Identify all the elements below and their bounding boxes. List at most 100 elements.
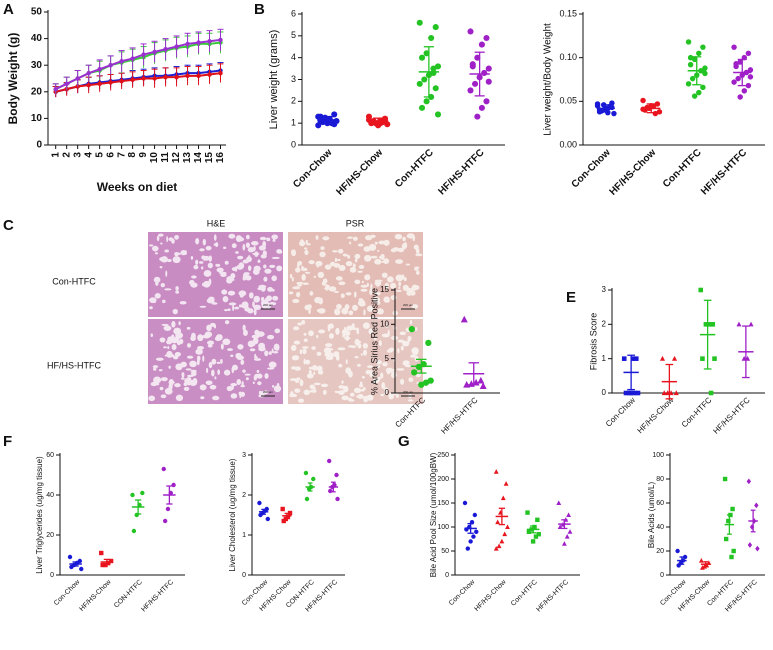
data-point — [495, 519, 501, 525]
tissue-vacuole — [216, 361, 221, 364]
tissue-vacuole — [306, 243, 311, 246]
tissue-vacuole — [300, 267, 308, 272]
tissue-vacuole — [397, 339, 405, 343]
tissue-vacuole — [226, 385, 233, 392]
tissue-vacuole — [314, 296, 322, 304]
tissue-vacuole — [242, 369, 246, 373]
tissue-vacuole — [276, 382, 280, 389]
tissue-vacuole — [245, 377, 249, 381]
tissue-vacuole — [416, 270, 420, 275]
data-point — [140, 490, 145, 496]
data-point — [119, 78, 124, 84]
tissue-vacuole — [336, 258, 341, 261]
data-point — [710, 322, 716, 327]
tissue-vacuole — [175, 290, 180, 294]
tissue-vacuole — [224, 260, 229, 265]
data-point — [687, 61, 694, 68]
tissue-vacuole — [203, 258, 206, 261]
tissue-vacuole — [307, 304, 312, 310]
scale-bar-label: 200 µm — [403, 390, 414, 394]
tissue-vacuole — [301, 274, 306, 281]
data-point — [729, 554, 734, 560]
data-point — [331, 121, 338, 128]
tissue-vacuole — [243, 329, 248, 336]
data-point — [100, 562, 105, 568]
tissue-vacuole — [362, 343, 368, 349]
tissue-vacuole — [158, 369, 163, 372]
tissue-vacuole — [344, 335, 350, 341]
data-point — [130, 492, 135, 498]
tissue-vacuole — [299, 379, 304, 387]
panel-label: C — [3, 217, 14, 234]
data-point — [218, 37, 223, 43]
tissue-vacuole — [353, 291, 357, 298]
tissue-vacuole — [357, 299, 366, 307]
data-point — [731, 44, 737, 50]
tissue-vacuole — [206, 324, 212, 332]
tissue-vacuole — [377, 249, 380, 252]
data-point — [422, 379, 430, 386]
data-point — [304, 496, 310, 502]
data-point — [416, 80, 423, 87]
tissue-vacuole — [341, 380, 344, 384]
tissue-vacuole — [223, 369, 231, 376]
tissue-vacuole — [178, 321, 181, 326]
tissue-vacuole — [276, 265, 283, 272]
x-tick-label: Con-Chow — [53, 578, 82, 607]
tissue-vacuole — [199, 261, 204, 264]
x-tick-label: 3 — [72, 152, 83, 158]
tissue-vacuole — [382, 362, 388, 367]
tissue-vacuole — [213, 243, 216, 246]
data-point — [106, 560, 111, 566]
data-point — [505, 524, 510, 529]
tissue-vacuole — [295, 267, 301, 273]
tissue-vacuole — [396, 368, 405, 371]
tissue-vacuole — [404, 287, 412, 291]
tissue-vacuole — [325, 343, 333, 348]
tissue-vacuole — [236, 378, 242, 386]
data-point — [79, 566, 84, 572]
tissue-vacuole — [335, 327, 340, 335]
x-tick-label: 5 — [94, 152, 105, 158]
tissue-vacuole — [313, 275, 317, 278]
tissue-vacuole — [367, 365, 374, 369]
tissue-vacuole — [159, 265, 163, 269]
tissue-vacuole — [408, 377, 414, 383]
tissue-vacuole — [289, 393, 298, 398]
tissue-vacuole — [240, 391, 246, 397]
tissue-vacuole — [199, 305, 207, 308]
tissue-vacuole — [242, 272, 249, 279]
tissue-vacuole — [414, 355, 419, 362]
data-point — [696, 50, 702, 57]
data-point — [311, 476, 316, 482]
tissue-vacuole — [206, 367, 209, 374]
data-point — [633, 356, 639, 361]
data-point — [218, 70, 223, 76]
tissue-vacuole — [268, 351, 272, 355]
tissue-vacuole — [369, 288, 373, 296]
tissue-vacuole — [271, 288, 275, 292]
data-point — [425, 339, 432, 347]
tissue-vacuole — [213, 234, 217, 241]
tissue-vacuole — [164, 288, 172, 291]
x-tick-label: 14 — [193, 152, 204, 164]
data-point — [698, 287, 704, 293]
data-point — [97, 81, 102, 87]
data-point — [698, 557, 704, 563]
data-point — [326, 458, 332, 464]
data-point — [174, 74, 179, 80]
data-point — [748, 321, 754, 327]
tissue-vacuole — [189, 360, 197, 368]
tissue-vacuole — [238, 262, 245, 270]
data-point — [754, 502, 759, 509]
tissue-vacuole — [309, 291, 314, 296]
tissue-vacuole — [324, 264, 332, 270]
tissue-vacuole — [256, 369, 260, 373]
x-tick-label: 6 — [105, 152, 116, 158]
tissue-vacuole — [271, 234, 278, 240]
tissue-vacuole — [303, 332, 307, 336]
tissue-vacuole — [383, 239, 390, 246]
tissue-vacuole — [271, 256, 280, 260]
y-tick-label: 60 — [46, 452, 54, 459]
tissue-vacuole — [292, 286, 301, 290]
